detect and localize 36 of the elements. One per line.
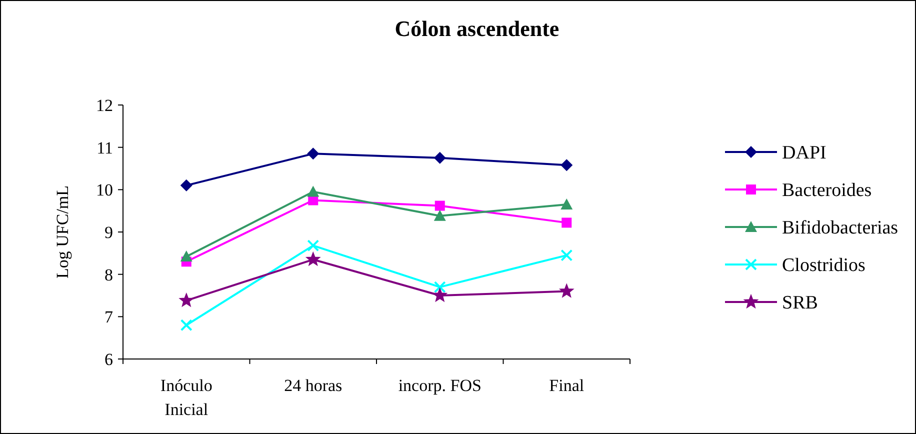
y-tick-label: 6: [104, 350, 113, 369]
point: [307, 148, 320, 160]
point: [180, 250, 192, 262]
chart-title: Cólon ascendente: [394, 16, 560, 41]
point: [307, 186, 320, 197]
y-axis-title: Log UFC/mL: [53, 185, 72, 279]
point: [560, 284, 574, 298]
point: [434, 152, 446, 164]
y-tick-label: 8: [104, 265, 113, 284]
point: [434, 210, 446, 221]
point: [560, 249, 573, 262]
point: [560, 159, 573, 172]
point: [560, 198, 573, 210]
legend-label: Bacteroides: [782, 180, 872, 202]
legend-label: SRB: [782, 292, 818, 314]
y-tick-label: 7: [104, 308, 114, 327]
y-tick-label: 10: [96, 180, 113, 200]
point: [434, 281, 446, 294]
point: [434, 200, 445, 211]
point: [180, 179, 192, 192]
point: [180, 319, 192, 332]
y-tick-label: 11: [96, 138, 113, 158]
x-tick-label: 24 horas: [284, 376, 342, 395]
x-tick-label: Inóculo Inicial: [160, 376, 212, 419]
x-tick-label: incorp. FOS: [398, 376, 482, 395]
point: [562, 218, 572, 228]
y-tick-label: 12: [96, 96, 113, 115]
point: [307, 240, 320, 252]
legend-label: Bifidobacterias: [782, 218, 898, 239]
x-tick-label: Final: [549, 376, 584, 395]
legend-label: DAPI: [782, 142, 826, 164]
point: [306, 252, 320, 266]
point: [179, 293, 194, 307]
y-tick-label: 9: [104, 222, 113, 242]
legend-label: Clostridios: [782, 255, 866, 276]
point: [432, 288, 447, 302]
